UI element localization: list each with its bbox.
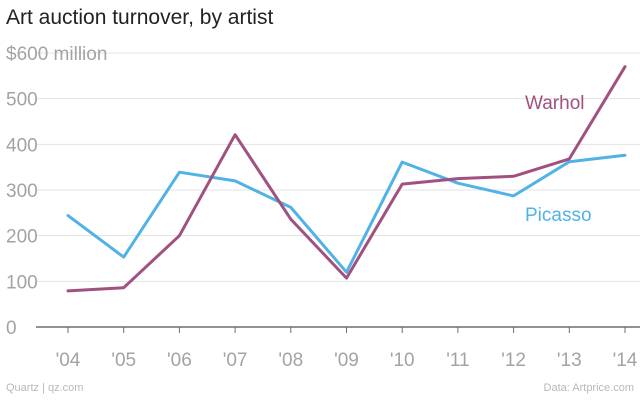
x-axis-tick-labels: '04 '05 '06 '07 '08 '09 '10 '11 '12 '13 '14	[56, 327, 638, 371]
chart-title: Art auction turnover, by artist	[6, 6, 274, 29]
x-tick-label: '11	[446, 350, 469, 371]
x-tick-label: '14	[613, 350, 638, 371]
x-tick-label: '09	[334, 350, 359, 371]
y-tick-label: 100	[6, 272, 38, 293]
x-tick-label: '13	[557, 350, 582, 371]
x-tick-label: '12	[501, 350, 526, 371]
x-tick-label: '05	[111, 350, 136, 371]
y-tick-label: 300	[6, 181, 38, 202]
series-lines	[66, 65, 627, 293]
series-label-warhol: Warhol	[525, 93, 584, 114]
y-axis-tick-labels: 0 100 200 300 400 500 $600 million	[6, 44, 107, 339]
series-line-warhol	[66, 65, 627, 293]
y-tick-label: 400	[6, 135, 38, 156]
x-tick-label: '04	[56, 350, 81, 371]
data-source: Data: Artprice.com	[543, 382, 634, 394]
y-tick-label: 0	[6, 318, 17, 339]
series-label-picasso: Picasso	[525, 205, 592, 226]
y-tick-label: 500	[6, 90, 38, 111]
x-tick-label: '08	[278, 350, 303, 371]
y-tick-label: 200	[6, 227, 38, 248]
x-tick-label: '07	[223, 350, 248, 371]
series-line-picasso	[66, 153, 627, 274]
x-tick-label: '10	[390, 350, 415, 371]
y-tick-label: $600 million	[6, 44, 107, 65]
series-labels: Warhol Picasso	[525, 93, 592, 226]
x-tick-label: '06	[167, 350, 192, 371]
source-credit: Quartz | qz.com	[6, 382, 84, 394]
